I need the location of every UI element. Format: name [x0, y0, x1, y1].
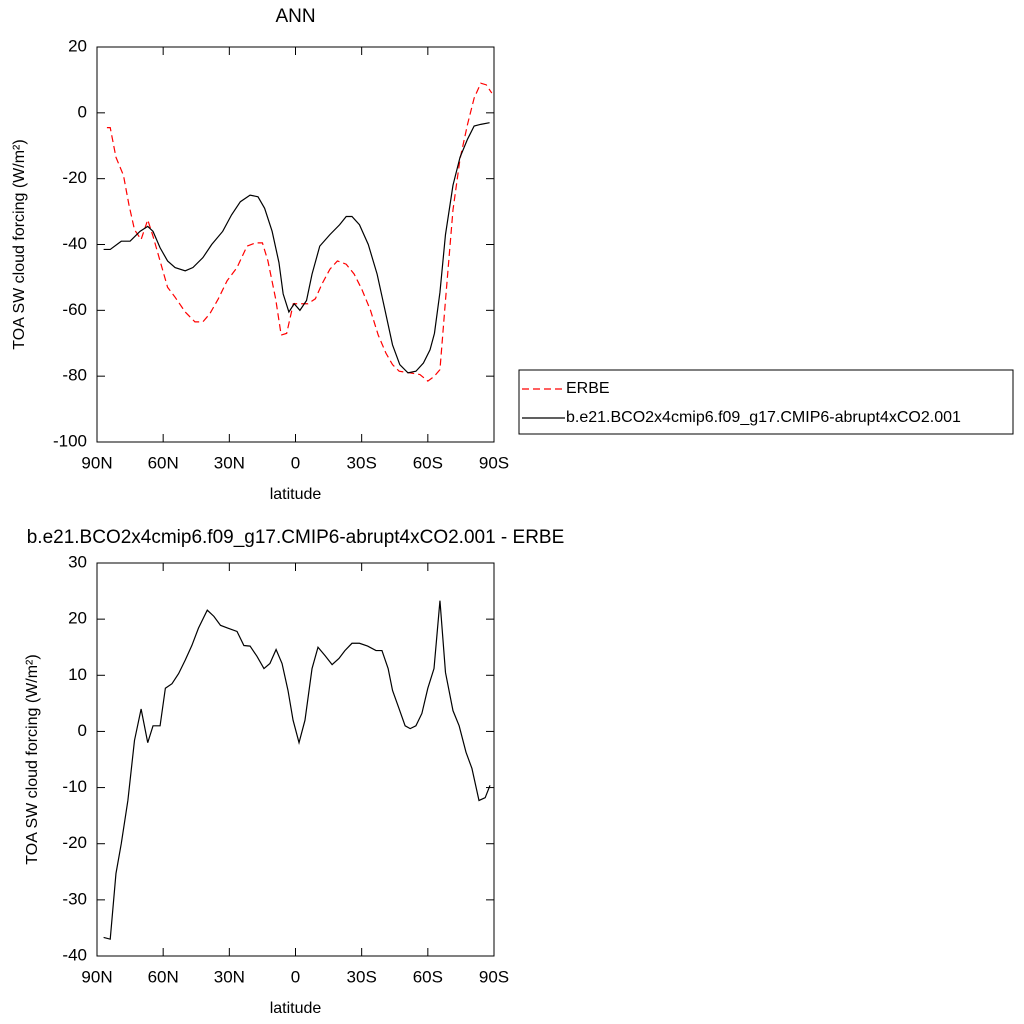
y-tick-label: -40: [62, 945, 87, 964]
legend-label: b.e21.BCO2x4cmip6.f09_g17.CMIP6-abrupt4x…: [566, 409, 961, 426]
y-tick-label: -20: [62, 168, 87, 187]
y-tick-label: 0: [78, 721, 87, 740]
x-tick-label: 60N: [148, 453, 179, 472]
x-tick-label: 60S: [413, 967, 443, 986]
data-line: [103, 122, 490, 374]
y-tick-label: 0: [78, 102, 87, 121]
x-tick-label: 30S: [347, 453, 377, 472]
y-tick-label: -30: [62, 889, 87, 908]
y-tick-label: -10: [62, 777, 87, 796]
y-axis-label: TOA SW cloud forcing (W/m²): [24, 654, 41, 864]
x-tick-label: 60S: [413, 453, 443, 472]
data-line: [103, 600, 491, 940]
y-tick-label: 30: [68, 552, 87, 571]
chart-title: ANN: [275, 6, 315, 27]
y-axis-label: TOA SW cloud forcing (W/m²): [11, 139, 28, 349]
y-tick-label: -100: [53, 431, 87, 450]
y-tick-label: 20: [68, 36, 87, 55]
legend-label: ERBE: [566, 380, 610, 397]
x-tick-label: 60N: [148, 967, 179, 986]
x-tick-label: 90S: [479, 453, 509, 472]
x-axis-label: latitude: [270, 486, 322, 503]
x-tick-label: 30S: [347, 967, 377, 986]
data-line: [106, 82, 493, 382]
y-tick-label: -80: [62, 366, 87, 385]
x-tick-label: 90N: [81, 967, 112, 986]
x-tick-label: 90N: [81, 453, 112, 472]
plot-frame: [96, 46, 495, 443]
y-tick-label: -40: [62, 234, 87, 253]
x-tick-label: 30N: [214, 453, 245, 472]
chart-title: b.e21.BCO2x4cmip6.f09_g17.CMIP6-abrupt4x…: [27, 527, 565, 548]
x-tick-label: 30N: [214, 967, 245, 986]
y-tick-label: -20: [62, 833, 87, 852]
plot-frame: [96, 562, 495, 957]
y-tick-label: 10: [68, 665, 87, 684]
legend-box: [518, 369, 1014, 435]
y-tick-label: -60: [62, 300, 87, 319]
x-tick-label: 90S: [479, 967, 509, 986]
y-tick-label: 20: [68, 609, 87, 628]
x-tick-label: 0: [291, 453, 300, 472]
x-tick-label: 0: [291, 967, 300, 986]
x-axis-label: latitude: [270, 1000, 322, 1017]
